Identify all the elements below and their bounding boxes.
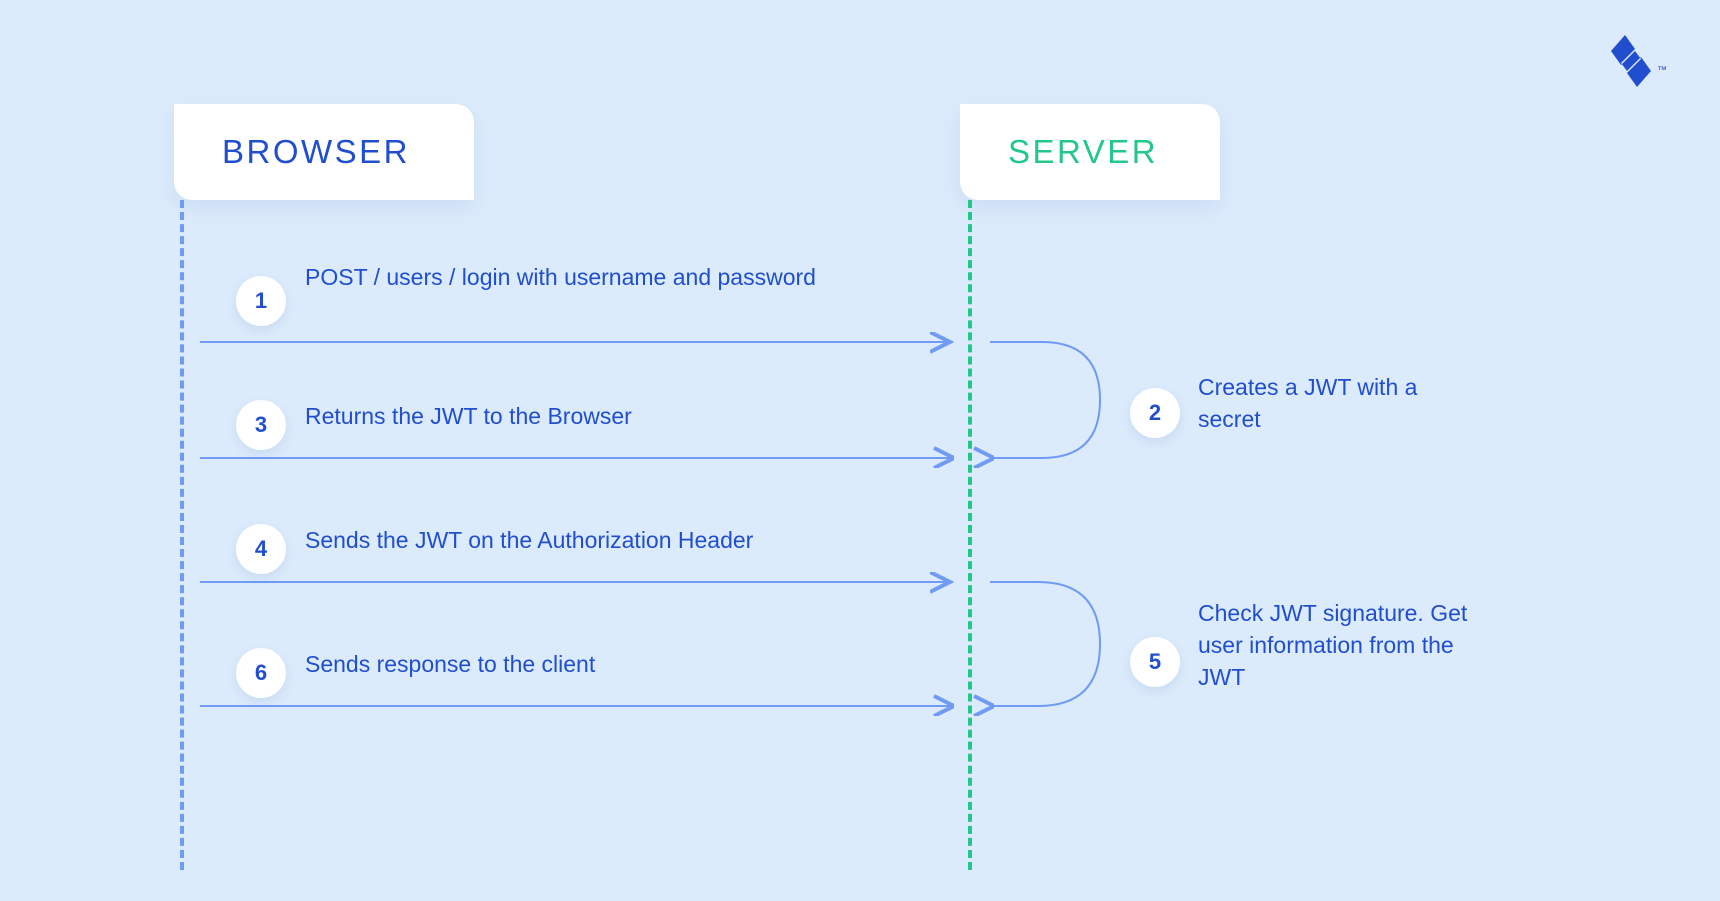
step-circle-4: 4 — [236, 524, 286, 574]
diagram-canvas: ™ BROWSER SERVER 1POST / users / login w… — [0, 0, 1720, 901]
step-text-1: POST / users / login with username and p… — [305, 261, 865, 293]
step-text-2: Creates a JWT with a secret — [1198, 371, 1478, 435]
step-text-3: Returns the JWT to the Browser — [305, 400, 865, 432]
step-circle-6: 6 — [236, 648, 286, 698]
step-circle-1: 1 — [236, 276, 286, 326]
arrows-layer — [0, 0, 1720, 901]
step-circle-2: 2 — [1130, 388, 1180, 438]
step-text-5: Check JWT signature. Get user informatio… — [1198, 597, 1498, 694]
step-text-4: Sends the JWT on the Authorization Heade… — [305, 524, 905, 556]
step-circle-3: 3 — [236, 400, 286, 450]
step-circle-5: 5 — [1130, 637, 1180, 687]
step-text-6: Sends response to the client — [305, 648, 865, 680]
